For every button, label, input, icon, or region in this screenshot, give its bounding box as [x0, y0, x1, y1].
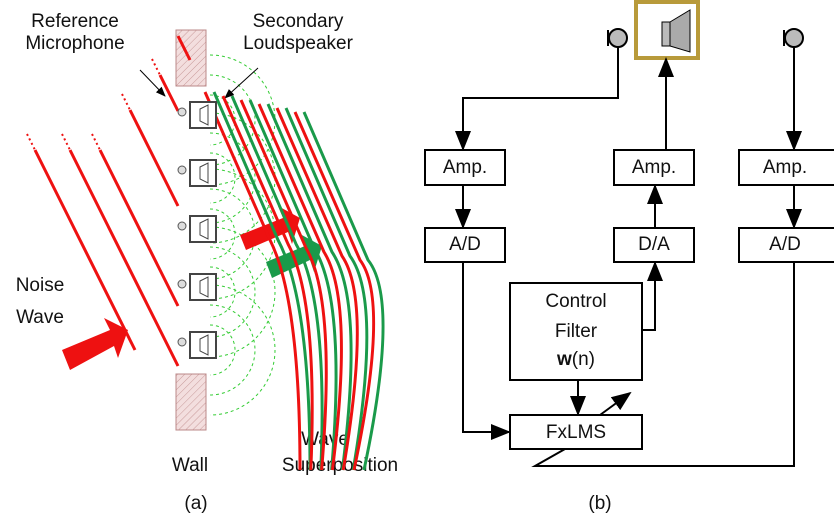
weight-arg: (n) [572, 349, 595, 370]
noise-wavefront-dots [92, 134, 100, 150]
panel-a: Reference Microphone Secondary Loudspeak… [16, 11, 398, 514]
label: Reference [31, 11, 119, 32]
block-label: Amp. [763, 157, 807, 178]
pointer [140, 70, 165, 96]
wire [463, 47, 618, 149]
label: Microphone [25, 33, 124, 54]
noise-arrow [62, 318, 128, 370]
block-label: A/D [449, 234, 481, 255]
wire [463, 262, 509, 432]
block-label: Filter [555, 321, 598, 342]
block-label: FxLMS [546, 422, 606, 443]
loudspeaker-cone [662, 22, 670, 46]
wave-arc [210, 285, 275, 415]
reference-microphone [178, 166, 186, 174]
block-label: w(n) [556, 349, 595, 370]
reference-microphone [178, 280, 186, 288]
reference-microphone [178, 108, 186, 116]
wall-bottom [176, 374, 206, 430]
loudspeaker-cone [200, 277, 208, 297]
block-label: Amp. [632, 157, 676, 178]
weight-symbol: w [556, 349, 572, 370]
microphone [609, 29, 627, 47]
label: Noise [16, 275, 65, 296]
noise-wavefront-dots [27, 134, 35, 150]
microphone [785, 29, 803, 47]
loudspeaker-cone [200, 335, 208, 355]
noise-wavefront [100, 150, 178, 306]
reference-microphone [178, 222, 186, 230]
label: Loudspeaker [243, 33, 354, 54]
panel-b: Amp. A/D Amp. D/A Amp. A/D Control Filte… [425, 2, 834, 514]
caption: (b) [588, 493, 611, 514]
label: Wave [16, 307, 64, 328]
label: Secondary [253, 11, 344, 32]
figure: Reference Microphone Secondary Loudspeak… [0, 0, 834, 526]
wave-arc [210, 227, 275, 357]
caption: (a) [184, 493, 207, 514]
noise-wavefront-dots [122, 94, 130, 110]
block-label: Amp. [443, 157, 487, 178]
block-label: D/A [638, 234, 670, 255]
block-label: A/D [769, 234, 801, 255]
loudspeaker-cone [200, 105, 208, 125]
loudspeaker-cone [200, 163, 208, 183]
label: Wall [172, 455, 208, 476]
pointer [225, 68, 258, 98]
wire [642, 263, 655, 330]
block-label: Control [545, 291, 606, 312]
noise-wavefront-dots [62, 134, 70, 150]
noise-wavefront [130, 110, 178, 206]
noise-wavefront-dots [152, 59, 160, 75]
loudspeaker-cone [200, 219, 208, 239]
reference-microphone [178, 338, 186, 346]
